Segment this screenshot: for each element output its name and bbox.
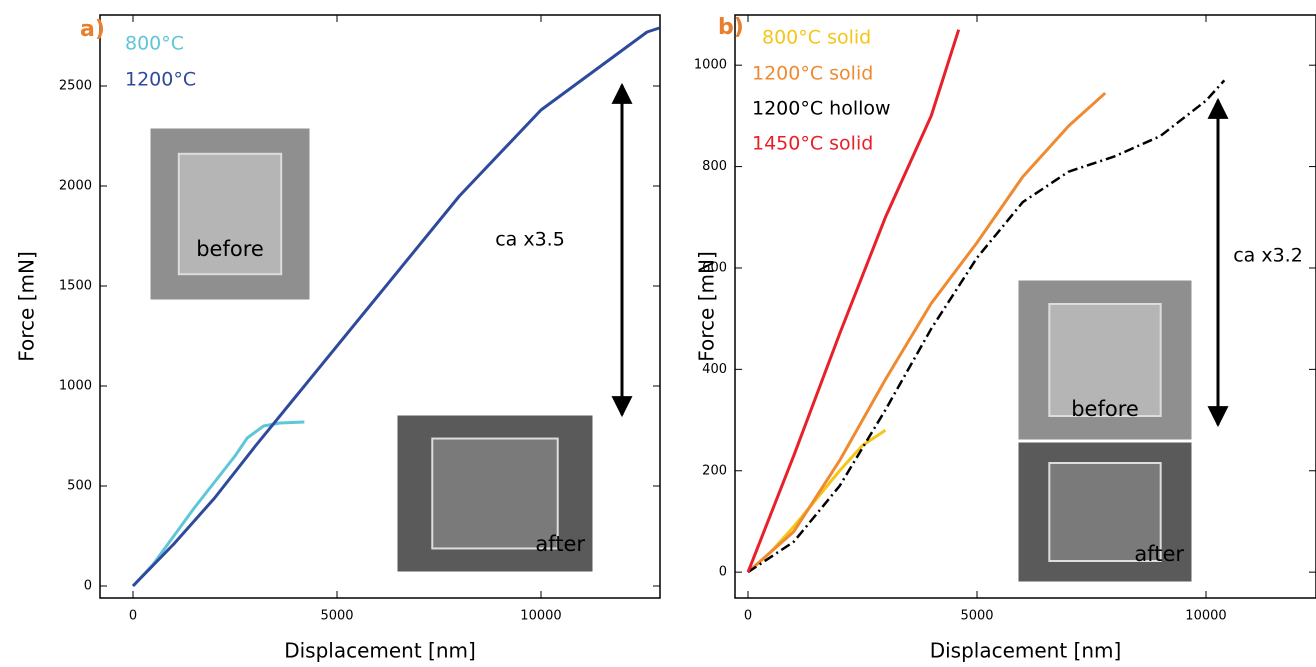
curve [747,79,1226,574]
sem-sample [1048,303,1162,417]
y-tick-label: 800 [702,159,727,174]
inset-label: before [196,237,264,261]
x-tick-label: 10000 [1185,609,1226,624]
y-tick-label: 2500 [59,79,92,94]
x-axis-label: Displacement [nm] [930,639,1122,663]
x-axis-label: Displacement [nm] [284,639,476,663]
legend-entry: 1200°C [125,69,196,91]
annotation: ca x3.5 [495,229,565,251]
sem-sample [1048,462,1162,562]
x-tick-label: 0 [744,609,752,624]
legend-entry: 800°C solid [762,27,871,49]
sem-sample [177,152,283,276]
sem-sample [431,437,559,550]
curve [131,26,660,588]
y-tick-label: 2000 [59,179,92,194]
x-tick-label: 5000 [320,609,353,624]
y-tick-label: 500 [67,479,92,494]
y-tick-label: 400 [702,362,727,377]
curve [747,91,1107,574]
curve [746,29,961,573]
y-axis-label: Force [mN] [695,251,719,362]
x-tick-label: 0 [129,609,137,624]
plot-frame [99,14,661,599]
curve [747,428,887,574]
y-tick-label: 0 [84,579,92,594]
y-tick-label: 0 [719,565,727,580]
y-tick-label: 600 [702,260,727,275]
y-tick-label: 200 [702,463,727,478]
inset-label: after [535,532,585,556]
legend-entry: 800°C [125,33,184,55]
legend-entry: 1200°C solid [752,63,873,85]
annotation: ca x3.2 [1233,245,1303,267]
x-tick-label: 5000 [960,609,993,624]
panel-label: b) [718,15,744,40]
plot-frame [734,14,1316,599]
y-tick-label: 1000 [59,379,92,394]
inset-label: before [1071,397,1139,421]
y-tick-label: 1500 [59,279,92,294]
inset-label: after [1134,542,1184,566]
y-axis-label: Force [mN] [15,251,39,362]
legend-entry: 1200°C hollow [752,98,891,120]
legend-entry: 1450°C solid [752,133,873,155]
x-tick-label: 10000 [520,609,561,624]
panel-label: a) [80,17,105,42]
y-tick-label: 1000 [694,58,727,73]
